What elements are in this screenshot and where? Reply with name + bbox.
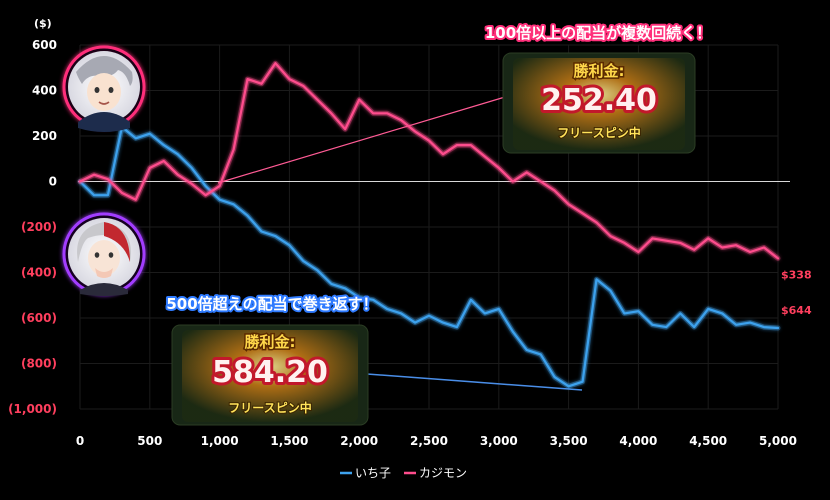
bottom-callout-connector: [366, 373, 583, 391]
avatar-ichiko: [62, 212, 146, 296]
series-line-1: [78, 62, 780, 260]
x-tick-label-5: 2,500: [410, 434, 448, 448]
x-tick-label-6: 3,000: [480, 434, 518, 448]
legend-label-1: カジモン: [419, 466, 467, 480]
x-tick-label-10: 5,000: [759, 434, 797, 448]
y-tick-label-4: (200): [21, 220, 57, 234]
series-end-labels: $644 $338: [781, 268, 812, 317]
avatar-kajimon: [62, 45, 146, 132]
x-tick-label-1: 500: [137, 434, 162, 448]
x-tick-label-8: 4,000: [619, 434, 657, 448]
bottom-win-panel: 勝利金: 584.20 フリースピン中: [171, 324, 369, 426]
y-axis-unit-label: ($): [34, 17, 52, 30]
series-line-0: [78, 125, 780, 388]
x-tick-label-3: 1,500: [270, 434, 308, 448]
y-tick-label-5: (400): [21, 266, 57, 280]
y-tick-label-8: (1,000): [8, 402, 57, 416]
y-tick-label-7: (800): [21, 357, 57, 371]
series-end-label-1: $338: [781, 268, 812, 281]
legend: いち子 カジモン: [340, 466, 467, 480]
top-win-mode: フリースピン中: [557, 125, 640, 140]
y-axis-ticks: 600 400 200 0 (200) (400) (600) (800) (1,000): [8, 38, 57, 416]
y-tick-label-3: 0: [49, 175, 57, 189]
bottom-callout-text: 500倍超えの配当で巻き返す！: [166, 295, 377, 313]
x-tick-label-7: 3,500: [550, 434, 588, 448]
x-tick-label-4: 2,000: [340, 434, 378, 448]
top-win-panel: 勝利金: 252.40 フリースピン中: [502, 52, 696, 154]
series-end-label-0: $644: [781, 304, 812, 317]
x-tick-label-9: 4,500: [689, 434, 727, 448]
x-tick-label-2: 1,000: [201, 434, 239, 448]
bottom-win-label: 勝利金:: [245, 333, 296, 351]
y-tick-label-1: 400: [32, 84, 57, 98]
top-callout-connector: [217, 96, 506, 184]
top-win-label: 勝利金:: [574, 62, 625, 80]
y-tick-label-0: 600: [32, 38, 57, 52]
y-tick-label-2: 200: [32, 129, 57, 143]
series-lines: [77, 60, 781, 389]
bottom-win-mode: フリースピン中: [228, 400, 311, 415]
x-tick-label-0: 0: [76, 434, 84, 448]
top-callout-text: 100倍以上の配当が複数回続く！: [485, 24, 711, 42]
top-win-amount: 252.40: [541, 83, 657, 118]
legend-label-0: いち子: [355, 466, 391, 480]
x-axis-ticks: 0 500 1,000 1,500 2,000 2,500 3,000 3,500 4,000 4…: [76, 434, 797, 448]
bottom-win-amount: 584.20: [212, 355, 328, 390]
y-tick-label-6: (600): [21, 311, 57, 325]
